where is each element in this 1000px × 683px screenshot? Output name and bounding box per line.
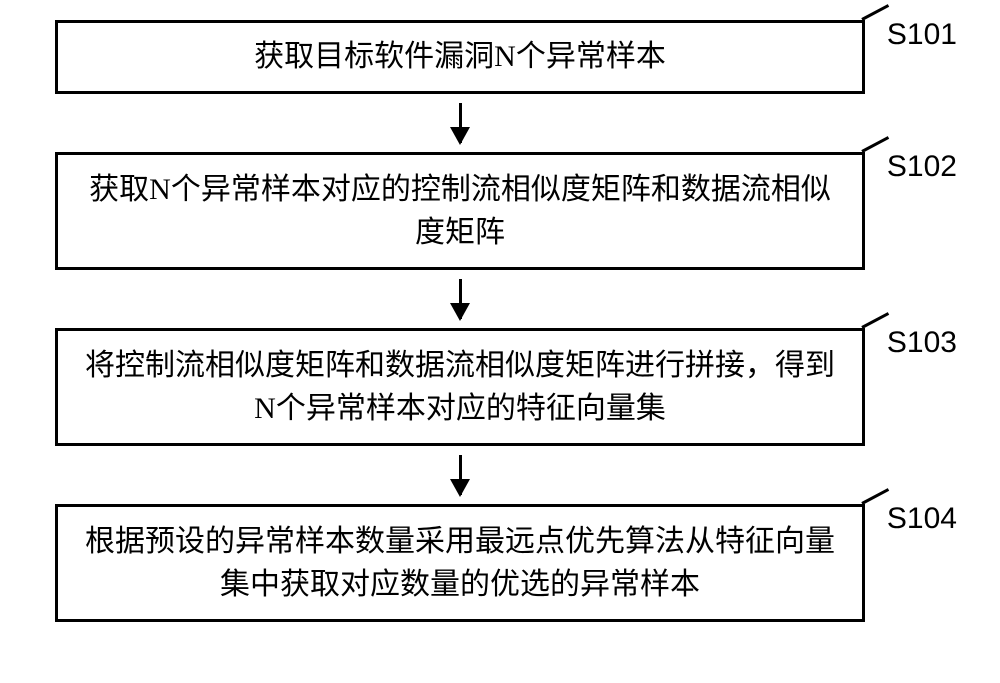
arrow-3 xyxy=(55,446,865,504)
step-label-s102: S102 xyxy=(887,150,957,184)
flowchart-container: S101 获取目标软件漏洞N个异常样本 S102 获取N个异常样本对应的控制流相… xyxy=(55,20,915,622)
step-box-s104: S104 根据预设的异常样本数量采用最远点优先算法从特征向量集中获取对应数量的优… xyxy=(55,504,865,622)
arrow-2 xyxy=(55,270,865,328)
arrow-head-icon xyxy=(450,127,470,145)
arrow-shaft xyxy=(459,279,462,319)
arrow-shaft xyxy=(459,455,462,495)
step-label-s104: S104 xyxy=(887,502,957,536)
step-box-s103: S103 将控制流相似度矩阵和数据流相似度矩阵进行拼接，得到N个异常样本对应的特… xyxy=(55,328,865,446)
step-label-s101: S101 xyxy=(887,18,957,52)
arrow-head-icon xyxy=(450,303,470,321)
step-box-s102: S102 获取N个异常样本对应的控制流相似度矩阵和数据流相似度矩阵 xyxy=(55,152,865,270)
step-text-s101: 获取目标软件漏洞N个异常样本 xyxy=(254,35,666,79)
arrow-1 xyxy=(55,94,865,152)
step-text-s103: 将控制流相似度矩阵和数据流相似度矩阵进行拼接，得到N个异常样本对应的特征向量集 xyxy=(78,344,842,431)
step-box-s101: S101 获取目标软件漏洞N个异常样本 xyxy=(55,20,865,94)
step-text-s102: 获取N个异常样本对应的控制流相似度矩阵和数据流相似度矩阵 xyxy=(78,168,842,255)
arrow-head-icon xyxy=(450,479,470,497)
step-text-s104: 根据预设的异常样本数量采用最远点优先算法从特征向量集中获取对应数量的优选的异常样… xyxy=(78,520,842,607)
step-label-s103: S103 xyxy=(887,326,957,360)
arrow-shaft xyxy=(459,103,462,143)
